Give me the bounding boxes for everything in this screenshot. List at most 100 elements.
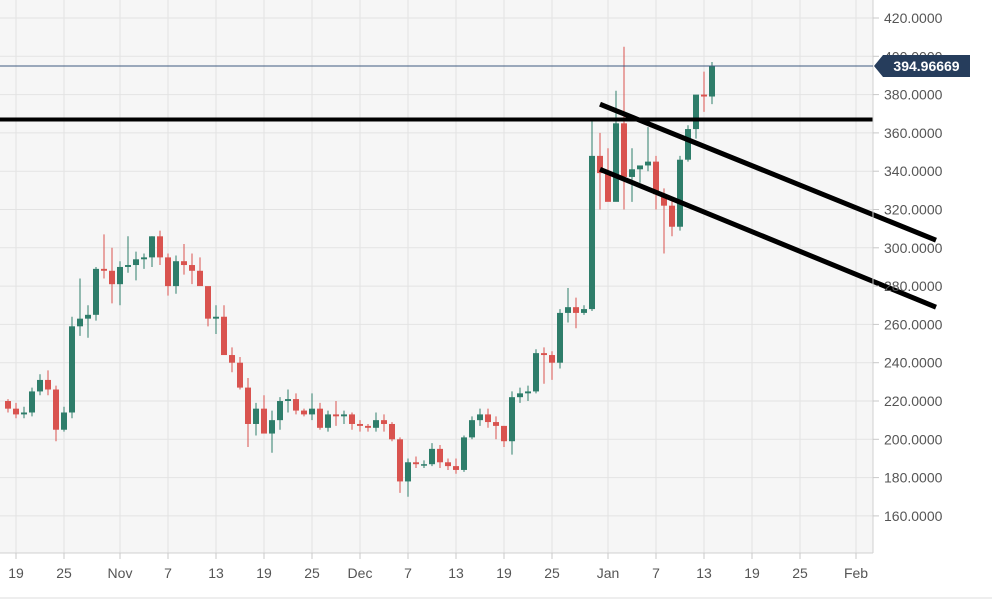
candle-body xyxy=(141,257,147,260)
candle xyxy=(341,410,347,424)
candle-body xyxy=(669,205,675,227)
candle xyxy=(461,435,467,472)
candle-body xyxy=(229,355,235,363)
candle xyxy=(5,399,11,413)
candle xyxy=(621,46,627,210)
candle-body xyxy=(205,286,211,319)
candle xyxy=(141,253,147,269)
candle xyxy=(525,385,531,401)
candle-body xyxy=(261,408,267,434)
candle-body xyxy=(69,326,75,413)
candle-body xyxy=(37,379,43,392)
candle xyxy=(429,443,435,467)
candle-body xyxy=(509,397,515,442)
candle xyxy=(85,305,91,338)
candle xyxy=(661,188,667,254)
candle-body xyxy=(677,159,683,227)
candle xyxy=(445,458,451,470)
candle xyxy=(685,125,691,162)
candle xyxy=(149,236,155,267)
candle xyxy=(389,422,395,442)
candle xyxy=(493,416,499,440)
candle-body xyxy=(165,257,171,287)
candle-series xyxy=(5,46,715,497)
candle-body xyxy=(101,268,107,271)
date-tick-label: 13 xyxy=(448,565,464,581)
candle xyxy=(29,387,35,417)
candle-body xyxy=(565,307,571,313)
candle-body xyxy=(149,236,155,258)
candle-body xyxy=(445,462,451,467)
candle xyxy=(581,305,587,315)
candle xyxy=(261,395,267,434)
current-price-marker: 394.96669 xyxy=(0,54,970,77)
date-tick-label: 19 xyxy=(8,565,24,581)
plot-background xyxy=(0,0,873,553)
candle-body xyxy=(429,448,435,465)
candle xyxy=(93,266,99,321)
date-tick-label: 19 xyxy=(744,565,760,581)
candle xyxy=(357,420,363,432)
candle-body xyxy=(397,439,403,482)
date-tick-label: 19 xyxy=(496,565,512,581)
candle-body xyxy=(5,401,11,409)
candle xyxy=(421,460,427,469)
date-tick-label: Dec xyxy=(348,565,373,581)
candle-body xyxy=(357,423,363,426)
time-axis: 19 25 Nov 7 13 19 25 Dec 7 13 19 25 Jan 7 13 19 25 Feb xyxy=(8,553,868,581)
candle-body xyxy=(109,270,115,285)
date-tick-label: 7 xyxy=(164,565,172,581)
candle xyxy=(701,71,707,112)
candle xyxy=(709,62,715,105)
candle xyxy=(181,243,187,275)
date-tick-label: 25 xyxy=(304,565,320,581)
candle xyxy=(285,389,291,413)
candle xyxy=(133,251,139,281)
candle-body xyxy=(253,408,259,424)
candle xyxy=(61,406,67,432)
candle-body xyxy=(157,236,163,258)
candle xyxy=(485,408,491,428)
candle-body xyxy=(477,414,483,421)
candle-body xyxy=(317,408,323,428)
candle-body xyxy=(221,316,227,356)
date-tick-label: Feb xyxy=(844,565,868,581)
candle xyxy=(37,374,43,396)
candle-body xyxy=(533,353,539,392)
candle-body xyxy=(557,312,563,363)
date-tick-label: Nov xyxy=(108,565,133,581)
price-tick-label: 380.0000 xyxy=(884,87,943,103)
candle xyxy=(469,416,475,440)
candle xyxy=(213,305,219,334)
candle-body xyxy=(485,414,491,423)
price-tick-label: 340.0000 xyxy=(884,163,943,179)
candle-body xyxy=(325,414,331,428)
candle-body xyxy=(693,94,699,130)
candle-body xyxy=(293,399,299,411)
candle-body xyxy=(189,265,195,271)
candle-body xyxy=(653,161,659,195)
candle-body xyxy=(661,194,667,206)
candle-body xyxy=(333,414,339,417)
candle xyxy=(21,406,27,419)
date-tick-label: 25 xyxy=(56,565,72,581)
candle xyxy=(413,456,419,469)
price-tick-label: 360.0000 xyxy=(884,125,943,141)
candle xyxy=(293,393,299,415)
candle-body xyxy=(285,399,291,401)
candle xyxy=(509,391,515,455)
candle-body xyxy=(21,412,27,415)
candle-body xyxy=(709,65,715,97)
candle-body xyxy=(349,414,355,424)
candle xyxy=(269,410,275,453)
candle-body xyxy=(197,270,203,287)
candle xyxy=(53,385,59,442)
candle-body xyxy=(645,161,651,166)
candle xyxy=(557,309,563,369)
candle xyxy=(309,393,315,421)
date-tick-label: 7 xyxy=(652,565,660,581)
candle-body xyxy=(173,261,179,287)
candle xyxy=(453,458,459,474)
candle xyxy=(573,297,579,329)
candle xyxy=(501,425,507,447)
